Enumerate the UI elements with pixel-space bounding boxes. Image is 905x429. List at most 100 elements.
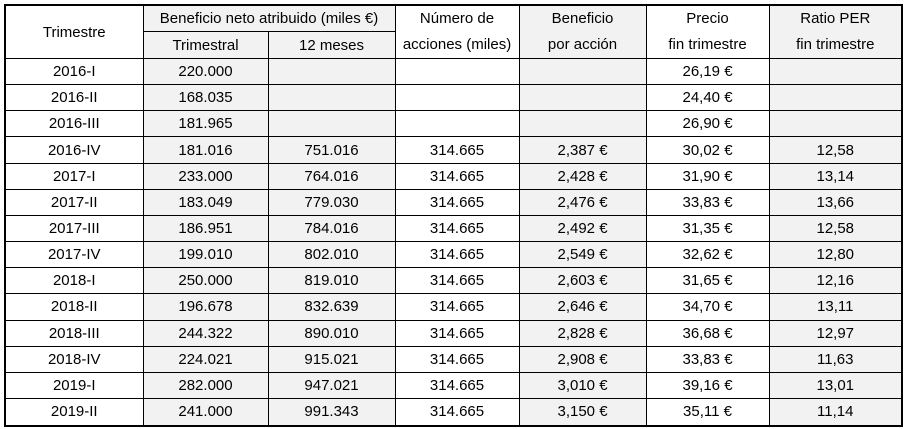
table-row: 2018-I 250.000 819.010 314.665 2,603 €31,65 … [4,267,903,295]
cell-ratio-per [768,57,903,86]
table-row: 2017-II 183.049 779.030 314.665 2,476 €33,83… [4,188,903,216]
cell-trimestral: 244.322 [142,319,269,347]
header-line-2: fin trimestre [668,36,747,53]
header-line-1: Número de [419,10,495,27]
cell-ratio-per: 12,80 [768,241,903,269]
cell-beneficio-por-accion: 2,387 € [518,136,647,164]
table-row: 2019-II 241.000 991.343 314.665 3,150 €35,11… [4,398,903,426]
cell-beneficio-por-accion [518,57,647,86]
cell-ratio-per: 13,11 [768,293,903,321]
table-row: 2019-I 282.000 947.021 314.665 3,010 €39,16 … [4,371,903,400]
cell-12-meses: 890.010 [267,319,396,347]
table-row: 2017-III 186.951 784.016 314.665 2,492 €31,3… [4,214,903,243]
cell-numero-acciones: 314.665 [394,241,520,269]
cell-beneficio-por-accion: 3,010 € [518,371,647,400]
table-row: 2016-IV 181.016 751.016 314.665 2,387 €30,02… [4,136,903,164]
table-row: 2016-III 181.965 26,90 € [4,110,903,138]
cell-precio-fin-trimestre: 24,40 € [645,84,770,112]
cell-ratio-per: 12,16 [768,267,903,295]
cell-numero-acciones: 314.665 [394,371,520,400]
cell-trimestral: 183.049 [142,188,269,216]
table-row: 2017-IV 199.010 802.010 314.665 2,549 €32,62… [4,241,903,269]
table-row: 2016-I 220.000 26,19 € [4,57,903,86]
cell-12-meses: 819.010 [267,267,396,295]
cell-trimestral: 220.000 [142,57,269,86]
table-body: 2016-I 220.000 26,19 € 2016-II 168.035 24,40 … [4,57,903,426]
cell-beneficio-por-accion: 3,150 € [518,398,647,426]
cell-trimestre: 2019-II [4,398,144,426]
cell-beneficio-por-accion: 2,828 € [518,319,647,347]
cell-trimestral: 181.016 [142,136,269,164]
cell-precio-fin-trimestre: 31,90 € [645,162,770,190]
cell-ratio-per: 11,14 [768,398,903,426]
cell-trimestral: 241.000 [142,398,269,426]
cell-ratio-per: 11,63 [768,345,903,373]
cell-12-meses: 764.016 [267,162,396,190]
cell-ratio-per: 13,14 [768,162,903,190]
header-line-2: fin trimestre [796,36,875,53]
cell-numero-acciones: 314.665 [394,188,520,216]
cell-beneficio-por-accion: 2,603 € [518,267,647,295]
cell-beneficio-por-accion [518,84,647,112]
cell-ratio-per [768,110,903,138]
cell-12-meses: 751.016 [267,136,396,164]
cell-numero-acciones [394,110,520,138]
cell-trimestre: 2017-I [4,162,144,190]
cell-precio-fin-trimestre: 31,35 € [645,214,770,243]
cell-beneficio-por-accion: 2,492 € [518,214,647,243]
table-header: Trimestre Beneficio neto atribuido (mile… [4,4,903,59]
cell-trimestral: 168.035 [142,84,269,112]
cell-trimestral: 199.010 [142,241,269,269]
cell-trimestre: 2018-IV [4,345,144,373]
cell-precio-fin-trimestre: 32,62 € [645,241,770,269]
cell-precio-fin-trimestre: 35,11 € [645,398,770,426]
cell-numero-acciones: 314.665 [394,136,520,164]
cell-trimestral: 181.965 [142,110,269,138]
table-row: 2016-II 168.035 24,40 € [4,84,903,112]
header-line-2: por acción [547,36,618,53]
cell-numero-acciones [394,84,520,112]
col-header-precio-fin-trimestre: Precio fin trimestre [645,4,770,59]
cell-trimestral: 186.951 [142,214,269,243]
cell-12-meses: 832.639 [267,293,396,321]
table-row: 2018-III 244.322 890.010 314.665 2,828 €36,6… [4,319,903,347]
header-row-1: Trimestre Beneficio neto atribuido (mile… [4,4,903,59]
cell-ratio-per [768,84,903,112]
col-header-ratio-per: Ratio PER fin trimestre [768,4,903,59]
cell-precio-fin-trimestre: 31,65 € [645,267,770,295]
cell-12-meses [267,84,396,112]
header-line-1: Beneficio [551,10,614,27]
col-header-trimestral: Trimestral [142,31,269,59]
cell-12-meses [267,57,396,86]
col-header-beneficio-por-accion: Beneficio por acción [518,4,647,59]
cell-trimestral: 250.000 [142,267,269,295]
cell-12-meses: 947.021 [267,371,396,400]
cell-precio-fin-trimestre: 36,68 € [645,319,770,347]
header-line-1: Ratio PER [800,10,871,27]
cell-precio-fin-trimestre: 33,83 € [645,188,770,216]
cell-trimestre: 2016-II [4,84,144,112]
cell-numero-acciones: 314.665 [394,345,520,373]
cell-trimestre: 2018-III [4,319,144,347]
cell-precio-fin-trimestre: 30,02 € [645,136,770,164]
cell-12-meses: 784.016 [267,214,396,243]
cell-trimestre: 2016-I [4,57,144,86]
cell-12-meses: 802.010 [267,241,396,269]
cell-numero-acciones: 314.665 [394,267,520,295]
col-header-numero-acciones: Número de acciones (miles) [394,4,520,59]
header-line-1: Precio [686,10,729,27]
financial-table: Trimestre Beneficio neto atribuido (mile… [4,4,904,427]
cell-trimestral: 282.000 [142,371,269,400]
cell-trimestre: 2016-III [4,110,144,138]
cell-trimestral: 233.000 [142,162,269,190]
cell-trimestre: 2016-IV [4,136,144,164]
cell-precio-fin-trimestre: 34,70 € [645,293,770,321]
cell-beneficio-por-accion: 2,476 € [518,188,647,216]
table-row: 2018-IV 224.021 915.021 314.665 2,908 €33,83… [4,345,903,373]
cell-beneficio-por-accion [518,110,647,138]
cell-precio-fin-trimestre: 33,83 € [645,345,770,373]
cell-numero-acciones: 314.665 [394,319,520,347]
cell-ratio-per: 12,58 [768,136,903,164]
cell-ratio-per: 13,01 [768,371,903,400]
cell-trimestre: 2017-II [4,188,144,216]
